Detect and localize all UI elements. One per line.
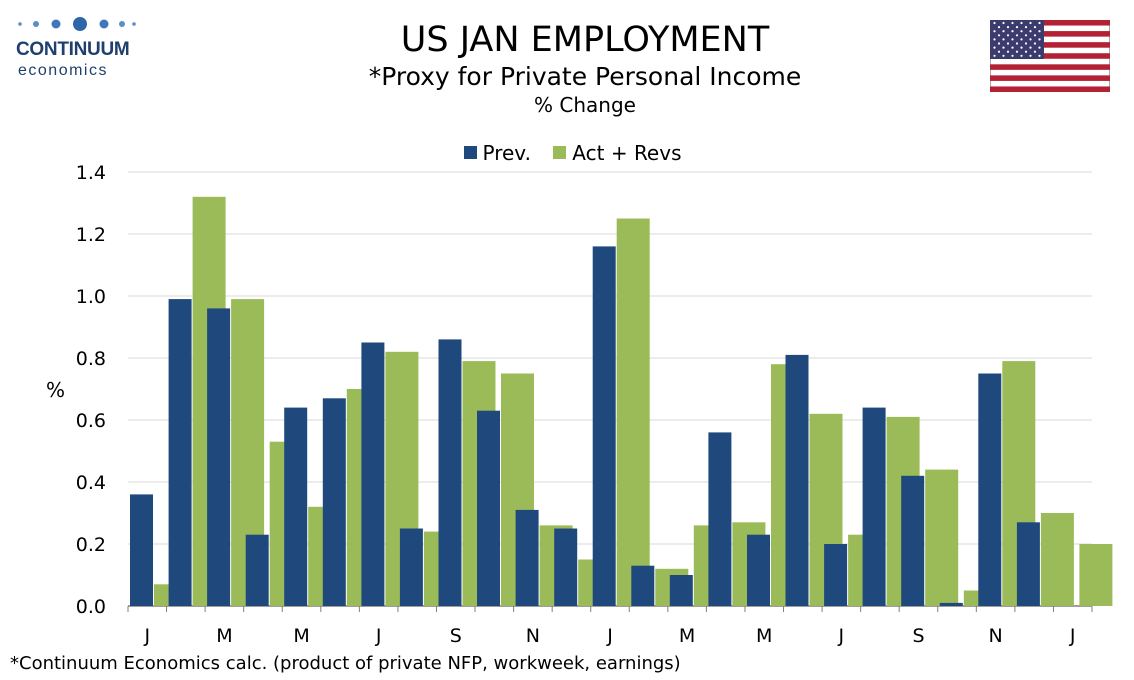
y-tick-label: 0.0 xyxy=(76,596,106,618)
y-tick-label: 0.4 xyxy=(76,472,106,494)
bar-prev xyxy=(438,339,462,606)
y-tick-label: 0.6 xyxy=(76,410,106,432)
continuum-logo: CONTINUUM economics xyxy=(14,12,144,79)
bar-prev xyxy=(130,494,153,606)
legend-swatch-prev xyxy=(463,146,477,159)
bar-prev xyxy=(824,544,848,606)
bar-prev xyxy=(978,373,1002,606)
y-tick-label: 0.2 xyxy=(76,534,106,556)
x-tick-label: N xyxy=(988,625,1002,647)
bar-prev xyxy=(168,299,192,606)
bar-prev xyxy=(477,410,500,606)
y-tick-label: 1.4 xyxy=(76,162,106,184)
x-tick-label: M xyxy=(756,625,772,647)
x-tick-label: J xyxy=(606,625,613,647)
x-tick-label: J xyxy=(375,625,382,647)
chart-title: US JAN EMPLOYMENT xyxy=(400,20,770,60)
legend-item-act: Act + Revs xyxy=(553,140,682,165)
y-tick-label: 1.2 xyxy=(76,224,106,246)
x-tick-label: M xyxy=(216,625,232,647)
bar-prev xyxy=(399,528,423,606)
x-tick-label: M xyxy=(679,625,695,647)
logo-tagline: economics xyxy=(18,62,108,79)
bar-prev xyxy=(1016,522,1040,606)
bar-prev xyxy=(631,565,655,606)
bar-prev xyxy=(361,342,385,606)
bar-act-revs xyxy=(1079,544,1113,606)
bar-prev xyxy=(554,528,578,606)
legend-item-prev: Prev. xyxy=(463,140,531,165)
logo-dots-icon xyxy=(18,17,136,31)
footnote: *Continuum Economics calc. (product of p… xyxy=(10,653,681,674)
bar-prev xyxy=(862,407,886,606)
x-tick-label: N xyxy=(526,625,540,647)
chart-legend: Prev. Act + Revs xyxy=(0,140,1134,165)
y-tick-label: 0.8 xyxy=(76,348,106,370)
legend-label-act: Act + Revs xyxy=(572,140,682,165)
x-tick-label: M xyxy=(293,625,309,647)
y-axis-label: % xyxy=(46,378,66,402)
bar-prev xyxy=(284,407,308,606)
y-tick-label: 1.0 xyxy=(76,286,106,308)
bar-prev xyxy=(322,398,346,606)
legend-label-prev: Prev. xyxy=(482,140,531,165)
bar-prev xyxy=(207,308,231,606)
bar-prev xyxy=(515,509,539,606)
x-tick-label: J xyxy=(143,625,150,647)
bar-prev xyxy=(785,354,809,606)
logo-wordmark: CONTINUUM xyxy=(16,39,130,60)
bar-prev xyxy=(592,246,616,606)
x-tick-label: J xyxy=(838,625,845,647)
us-flag-icon xyxy=(990,20,1110,92)
legend-swatch-act xyxy=(553,146,567,159)
bar-prev xyxy=(708,432,732,606)
bar-prev xyxy=(901,475,925,606)
x-tick-label: S xyxy=(912,625,924,647)
bar-prev xyxy=(669,575,693,606)
chart-subtitle: *Proxy for Private Personal Income xyxy=(368,62,802,91)
bar-prev xyxy=(747,534,770,606)
bar-prev xyxy=(245,534,269,606)
x-tick-label: S xyxy=(450,625,462,647)
bar-act-revs xyxy=(925,469,959,606)
bar-act-revs xyxy=(1040,513,1074,606)
bar-prev xyxy=(939,602,963,606)
chart-unit-subtitle: % Change xyxy=(534,93,636,117)
x-tick-label: J xyxy=(1069,625,1076,647)
bar-act-revs xyxy=(616,218,650,606)
